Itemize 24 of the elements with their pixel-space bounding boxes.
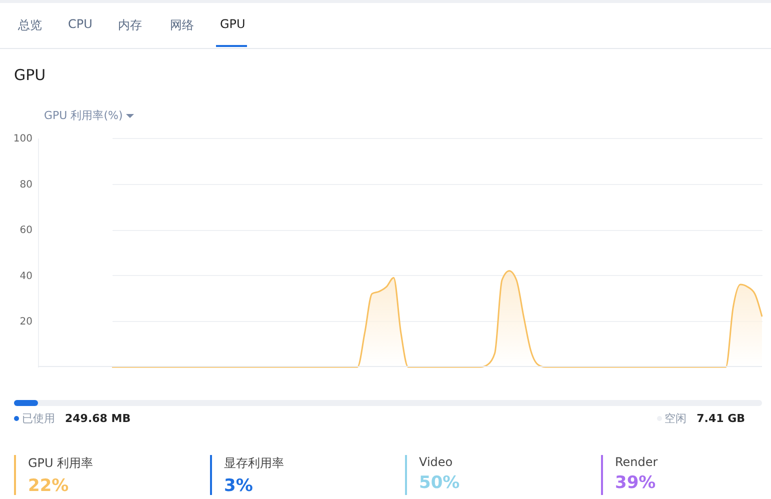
text: 39% [615, 473, 657, 493]
y-tick-label: 40 [20, 270, 32, 282]
y-tick-label: 100 [13, 134, 32, 144]
text: 网络 [170, 17, 194, 34]
chart-title: GPU [14, 66, 46, 84]
text: GPU [220, 17, 246, 31]
text: GPU 利用率 [28, 455, 94, 472]
text: CPU [68, 17, 92, 31]
y-tick-label: 60 [20, 225, 32, 236]
text: 50% [419, 473, 460, 493]
text: 249.68 MB [65, 412, 131, 425]
text: Video [419, 455, 454, 469]
y-tick-label: 20 [20, 316, 32, 328]
text: 已使用 [22, 412, 55, 425]
text: 3% [224, 476, 254, 496]
text: 22% [28, 476, 70, 496]
text: Render [615, 455, 658, 469]
y-axis-title: GPU 利用率(%) [44, 109, 123, 122]
text: 7.41 GB [696, 412, 745, 425]
text: 空闲 [664, 412, 687, 425]
text: 总览 [18, 17, 42, 34]
text: 内存 [118, 17, 142, 34]
text: 显存利用率 [224, 455, 284, 472]
y-tick-label: 80 [20, 179, 32, 190]
